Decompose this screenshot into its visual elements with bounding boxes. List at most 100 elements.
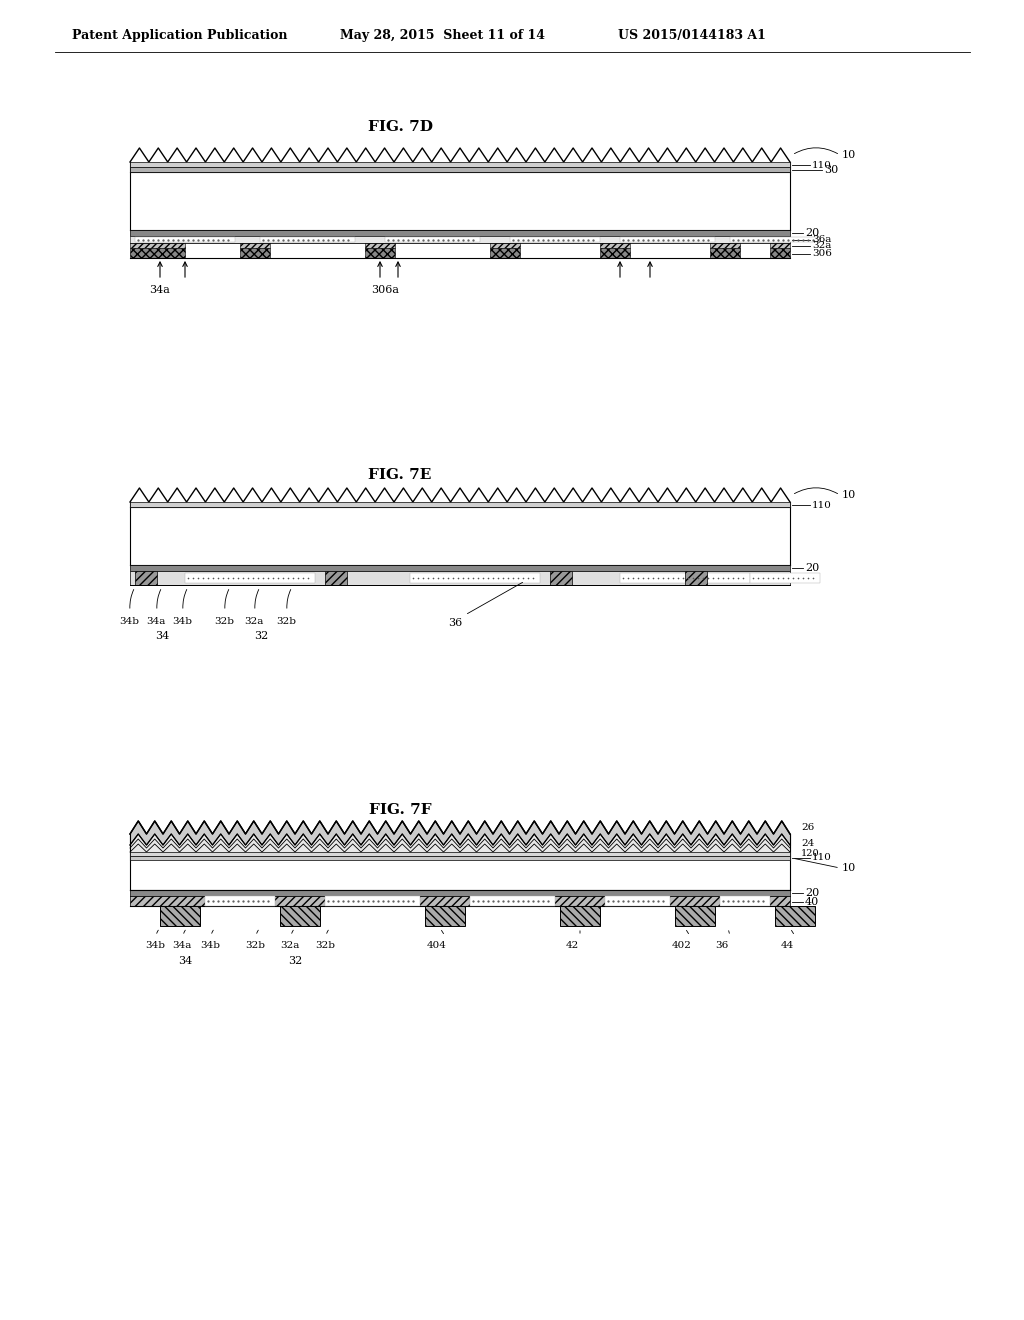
Text: 402: 402 (672, 941, 692, 950)
Text: 36a: 36a (812, 235, 831, 244)
Bar (775, 906, 815, 927)
Bar (260, 238, 355, 242)
Bar (130, 565, 790, 572)
Bar (130, 168, 790, 172)
Bar (130, 572, 790, 585)
Bar (135, 238, 234, 242)
Bar (325, 896, 420, 906)
Bar (240, 248, 270, 257)
Text: 34: 34 (155, 631, 169, 642)
Bar (130, 861, 790, 890)
Bar (560, 906, 600, 927)
Text: 32a: 32a (281, 941, 300, 950)
Bar (385, 238, 480, 242)
Text: 34a: 34a (150, 285, 170, 294)
Bar (325, 572, 347, 585)
Text: 42: 42 (565, 941, 579, 950)
Bar (720, 896, 770, 906)
Bar (130, 230, 790, 236)
Bar (600, 248, 630, 257)
Bar (770, 248, 790, 257)
Bar (770, 243, 790, 248)
Text: 10: 10 (842, 490, 856, 500)
Text: 306a: 306a (371, 285, 399, 294)
Bar (620, 573, 750, 583)
Text: 10: 10 (842, 150, 856, 160)
Text: US 2015/0144183 A1: US 2015/0144183 A1 (618, 29, 766, 41)
Bar (750, 573, 820, 583)
Text: 110: 110 (812, 161, 831, 169)
Text: 34b: 34b (200, 941, 220, 950)
Bar (605, 896, 670, 906)
Bar (685, 572, 707, 585)
Bar (365, 248, 395, 257)
Text: 404: 404 (427, 941, 446, 950)
Bar (510, 238, 600, 242)
Text: 32a: 32a (812, 242, 831, 251)
Text: FIG. 7E: FIG. 7E (369, 469, 432, 482)
Text: 32b: 32b (214, 616, 234, 626)
Text: 20: 20 (805, 564, 819, 573)
Text: 34b: 34b (172, 616, 193, 626)
Bar (675, 906, 715, 927)
Text: 26: 26 (801, 822, 814, 832)
Text: 34a: 34a (172, 941, 191, 950)
Bar (410, 573, 540, 583)
Text: 30: 30 (824, 165, 839, 176)
Bar (600, 243, 630, 248)
Text: 32: 32 (288, 956, 302, 966)
Text: FIG. 7D: FIG. 7D (368, 120, 432, 135)
Text: FIG. 7F: FIG. 7F (369, 803, 431, 817)
Text: 32a: 32a (245, 616, 264, 626)
Text: 120: 120 (801, 849, 819, 858)
Bar (130, 851, 790, 855)
Text: 36: 36 (716, 941, 729, 950)
Bar (130, 248, 185, 257)
Bar (130, 243, 185, 248)
Text: 24: 24 (801, 838, 814, 847)
Bar (130, 162, 790, 168)
Bar (185, 573, 315, 583)
Bar (130, 896, 790, 906)
Bar (130, 502, 790, 507)
Bar (365, 243, 395, 248)
Text: Patent Application Publication: Patent Application Publication (72, 29, 288, 41)
Bar (425, 906, 465, 927)
Text: 32: 32 (254, 631, 268, 642)
Bar (130, 890, 790, 896)
Text: 36: 36 (449, 618, 462, 628)
Text: 44: 44 (780, 941, 794, 950)
Bar (710, 243, 740, 248)
Bar (205, 896, 275, 906)
Bar (730, 238, 820, 242)
Text: 20: 20 (805, 888, 819, 898)
Bar (240, 243, 270, 248)
Bar (710, 248, 740, 257)
Text: 32b: 32b (315, 941, 335, 950)
Text: 34b: 34b (119, 616, 139, 626)
Text: 20: 20 (805, 228, 819, 238)
Text: 306: 306 (812, 249, 831, 259)
Bar (490, 243, 520, 248)
Text: May 28, 2015  Sheet 11 of 14: May 28, 2015 Sheet 11 of 14 (340, 29, 545, 41)
Text: 32b: 32b (245, 941, 265, 950)
Text: 10: 10 (842, 863, 856, 873)
Bar (135, 572, 157, 585)
Text: 110: 110 (812, 500, 831, 510)
Bar (130, 236, 790, 243)
Bar (130, 507, 790, 565)
Bar (490, 248, 520, 257)
Text: 32b: 32b (276, 616, 296, 626)
Text: 110: 110 (812, 854, 831, 862)
Bar (160, 906, 200, 927)
Bar (280, 906, 319, 927)
Text: 40: 40 (805, 898, 819, 907)
Text: 34b: 34b (145, 941, 165, 950)
Text: 34: 34 (178, 956, 193, 966)
Bar (130, 172, 790, 230)
Bar (550, 572, 572, 585)
Text: 34a: 34a (146, 616, 166, 626)
Bar (620, 238, 715, 242)
Bar (470, 896, 555, 906)
Bar (130, 855, 790, 861)
